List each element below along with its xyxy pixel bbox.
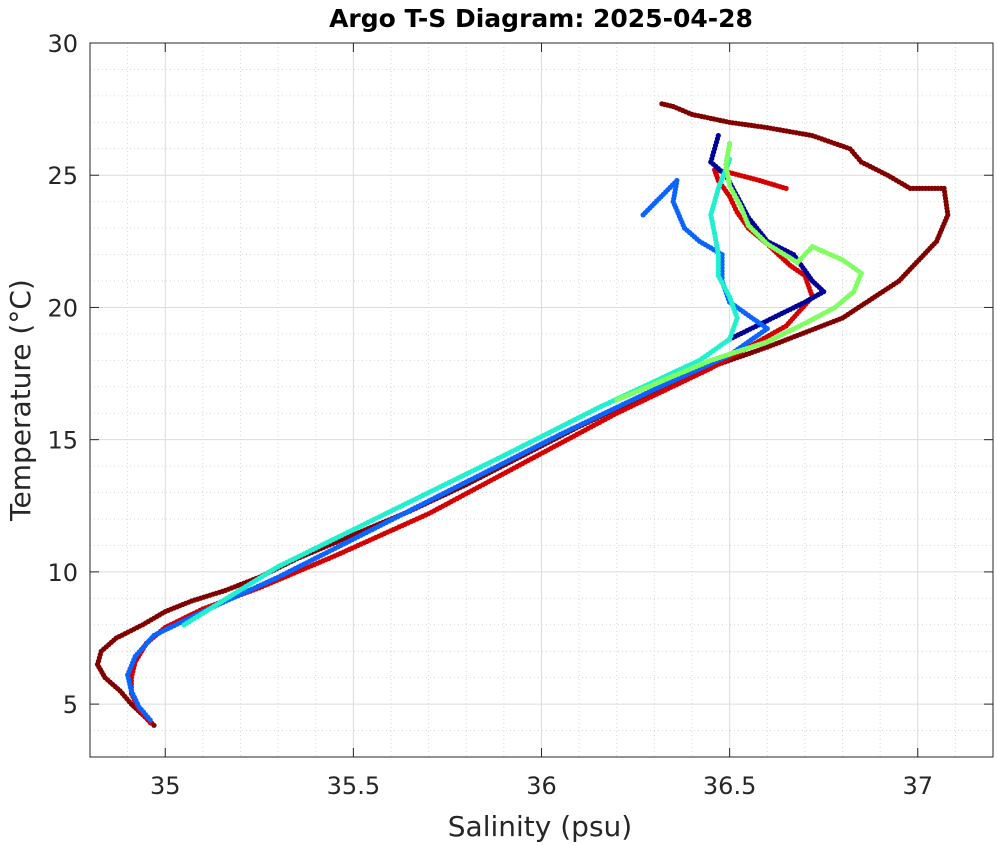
data-point bbox=[659, 101, 665, 107]
x-tick-label: 35 bbox=[150, 772, 181, 800]
y-tick-label: 25 bbox=[47, 162, 78, 190]
y-tick-label: 30 bbox=[47, 30, 78, 58]
y-tick-label: 5 bbox=[63, 691, 78, 719]
series-5 bbox=[181, 156, 740, 628]
y-tick-label: 10 bbox=[47, 559, 78, 587]
y-tick-label: 20 bbox=[47, 294, 78, 322]
data-point bbox=[783, 185, 789, 191]
series-6 bbox=[614, 140, 864, 403]
x-tick-label: 36 bbox=[526, 772, 557, 800]
x-tick-label: 35.5 bbox=[327, 772, 380, 800]
data-points bbox=[94, 101, 951, 728]
data-point bbox=[727, 140, 733, 147]
x-tick-label: 37 bbox=[902, 772, 933, 800]
x-axis-label: Salinity (psu) bbox=[448, 810, 632, 843]
y-tick-label: 15 bbox=[47, 427, 78, 455]
y-axis-label: Temperature (°C) bbox=[4, 279, 37, 522]
axis-ticks: 35 35.5 36 36.5 37 5 10 15 20 25 30 bbox=[47, 30, 993, 800]
data-point bbox=[640, 212, 646, 218]
chart-title: Argo T-S Diagram: 2025-04-28 bbox=[329, 4, 753, 33]
x-tick-label: 36.5 bbox=[703, 772, 756, 800]
